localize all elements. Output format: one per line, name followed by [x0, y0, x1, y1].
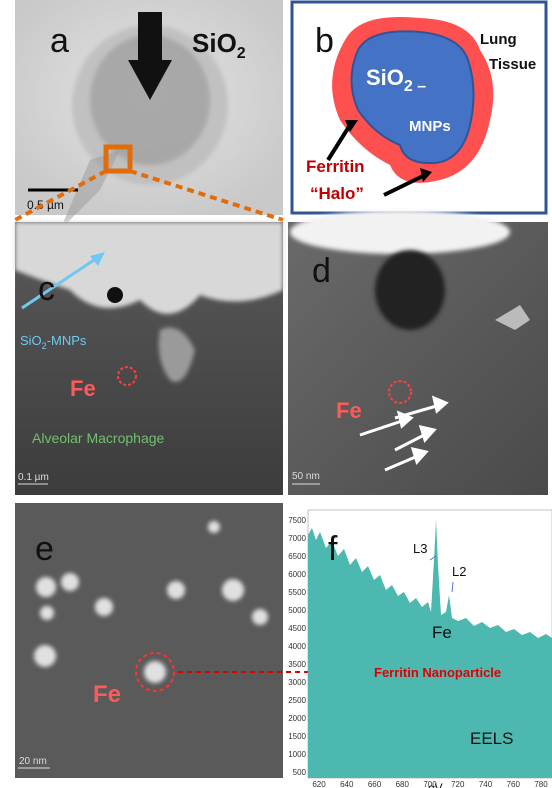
- subscript: 2 –: [404, 78, 426, 95]
- halo-label: Ferritin: [306, 157, 365, 176]
- subscript: 2: [237, 45, 246, 62]
- x-tick-label: 760: [507, 780, 521, 788]
- scale-bar: 50 nm: [292, 471, 320, 482]
- figure: a SiO2 0.5 µm b Lung Tissue SiO2 – MNPs …: [0, 0, 552, 788]
- method-label: EELS: [470, 729, 513, 748]
- peak-label: L2: [452, 564, 466, 579]
- panel-label: a: [50, 22, 69, 60]
- scale-bar: 0.5 µm: [27, 198, 64, 212]
- panel-d: d Fe 50 nm: [288, 210, 548, 495]
- scale-bar: 0.1 µm: [18, 472, 49, 483]
- core-label: MNPs: [409, 118, 451, 135]
- y-tick-label: 2000: [288, 714, 306, 723]
- peak-label: L3: [413, 541, 427, 556]
- x-tick-label: 720: [451, 780, 465, 788]
- panel-label: d: [312, 252, 331, 290]
- panel-label: f: [328, 530, 338, 568]
- panel-f: f L3 L2 Fe EELS eV 750070006500600055005…: [288, 510, 552, 788]
- cell-label: Alveolar Macrophage: [32, 430, 165, 446]
- scale-bar: 20 nm: [19, 756, 47, 767]
- y-tick-label: 500: [293, 768, 307, 777]
- y-tick-label: 2500: [288, 696, 306, 705]
- element-label: Fe: [93, 681, 121, 708]
- y-tick-label: 3000: [288, 678, 306, 687]
- element-label: Fe: [70, 376, 96, 401]
- compound-text: SiO: [192, 28, 237, 58]
- y-tick-label: 5000: [288, 606, 306, 615]
- y-tick-label: 1500: [288, 732, 306, 741]
- particle-text: SiO: [20, 333, 42, 348]
- halo-label: “Halo”: [310, 184, 364, 203]
- x-tick-label: 740: [479, 780, 493, 788]
- panel-label: e: [35, 530, 54, 568]
- x-tick-label: 620: [312, 780, 326, 788]
- page: {"panels": { "a": {"label": "a", "compou…: [0, 0, 552, 788]
- element-label: Fe: [336, 398, 362, 423]
- x-tick-label: 640: [340, 780, 354, 788]
- y-tick-label: 1000: [288, 750, 306, 759]
- x-tick-label: 680: [396, 780, 410, 788]
- panel-label: b: [315, 22, 334, 60]
- tissue-label: Tissue: [489, 56, 536, 73]
- x-tick-label: 660: [368, 780, 382, 788]
- panel-b: b Lung Tissue SiO2 – MNPs Ferritin “Halo…: [292, 2, 546, 213]
- y-tick-label: 6000: [288, 570, 306, 579]
- tissue-label: Lung: [480, 31, 517, 48]
- core-text: SiO: [366, 65, 404, 90]
- y-tick-label: 4500: [288, 624, 306, 633]
- x-tick-label: 700: [423, 780, 437, 788]
- arrow-label: Ferritin Nanoparticle: [374, 665, 501, 680]
- y-tick-label: 6500: [288, 552, 306, 561]
- element-label: Fe: [432, 623, 452, 642]
- y-tick-label: 4000: [288, 642, 306, 651]
- particle-suffix: -MNPs: [47, 333, 87, 348]
- y-tick-label: 7000: [288, 534, 306, 543]
- panel-c: c SiO2-MNPs Fe Alveolar Macrophage 0.1 µ…: [15, 222, 283, 495]
- panel-label: c: [38, 270, 55, 308]
- x-tick-label: 780: [534, 780, 548, 788]
- panel-a: a SiO2 0.5 µm: [15, 0, 283, 230]
- y-tick-label: 5500: [288, 588, 306, 597]
- y-tick-label: 3500: [288, 660, 306, 669]
- y-tick-label: 7500: [288, 516, 306, 525]
